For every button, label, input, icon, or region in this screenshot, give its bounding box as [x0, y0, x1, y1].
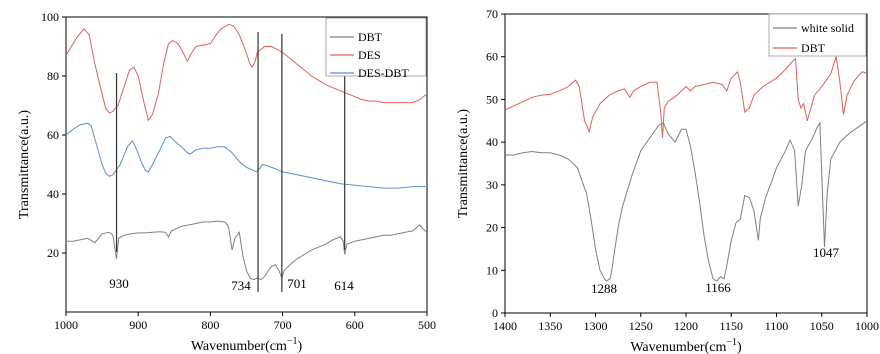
- x-tick-label: 1300: [584, 319, 608, 333]
- plot-frame: [65, 16, 428, 313]
- legend-label: DBT: [801, 41, 826, 55]
- x-tick-label: 1050: [810, 319, 834, 333]
- x-tick-label: 1250: [629, 319, 653, 333]
- y-tick-label: 80: [47, 69, 59, 83]
- y-tick-label: 20: [47, 246, 59, 260]
- legend-label: white solid: [801, 21, 854, 35]
- x-tick-label: 1000: [855, 319, 879, 333]
- y-tick-label: 70: [486, 7, 498, 21]
- left-ftir-chart: 1000 900 800 700 600 500 20 40 60 80 100 Wavenumber…: [17, 10, 436, 354]
- peak-annotation: 1288: [591, 281, 617, 296]
- legend-box: [768, 13, 867, 57]
- x-tick-label: 1150: [719, 319, 743, 333]
- y-tick-label: 100: [41, 10, 59, 24]
- plot-frame: [504, 13, 868, 314]
- series-line-white-solid: [505, 120, 868, 282]
- x-tick-label: 800: [201, 318, 219, 332]
- y-tick-label: 10: [486, 263, 498, 277]
- x-tick-label: 1000: [54, 318, 78, 332]
- y-tick-label: 30: [486, 178, 498, 192]
- x-tick-label: 900: [129, 318, 147, 332]
- y-tick-label: 20: [486, 221, 498, 235]
- legend-label: DBT: [358, 30, 383, 44]
- x-tick-label: 1350: [538, 319, 562, 333]
- y-tick-label: 60: [486, 50, 498, 64]
- peak-annotation: 614: [334, 278, 354, 293]
- peak-annotation: 1047: [813, 245, 840, 260]
- y-tick-label: 50: [486, 92, 498, 106]
- series-line-dbt: [504, 56, 868, 138]
- x-tick-label: 1200: [674, 319, 698, 333]
- legend-box: [325, 17, 427, 77]
- series-line-des-dbt: [65, 122, 427, 189]
- y-tick-label: 60: [47, 128, 59, 142]
- right-ftir-chart: 1400 1350 1300 1250 1200 1150 1100 1050 1000 0 10 2…: [456, 7, 879, 354]
- peak-annotation: 1166: [705, 280, 731, 295]
- x-tick-label: 600: [346, 318, 364, 332]
- y-axis-label: Transmittance(a.u.): [456, 109, 471, 218]
- x-tick-label: 700: [274, 318, 292, 332]
- legend-label: DES-DBT: [358, 66, 409, 80]
- y-axis-label: Transmittance(a.u.): [17, 110, 32, 219]
- x-tick-label: 1100: [765, 319, 789, 333]
- peak-annotation: 930: [109, 276, 129, 291]
- series-line-des: [65, 23, 428, 122]
- peak-annotation: 701: [287, 276, 307, 291]
- y-tick-label: 0: [492, 306, 498, 320]
- x-axis-label: Wavenumber(cm−1): [191, 336, 303, 354]
- x-axis-label: Wavenumber(cm−1): [630, 337, 742, 354]
- y-tick-label: 40: [47, 187, 59, 201]
- y-tick-label: 40: [486, 135, 498, 149]
- legend-label: DES: [358, 48, 381, 62]
- series-line-dbt: [66, 220, 428, 281]
- x-tick-label: 1400: [493, 319, 517, 333]
- x-tick-label: 500: [418, 318, 436, 332]
- peak-annotation: 734: [231, 278, 251, 293]
